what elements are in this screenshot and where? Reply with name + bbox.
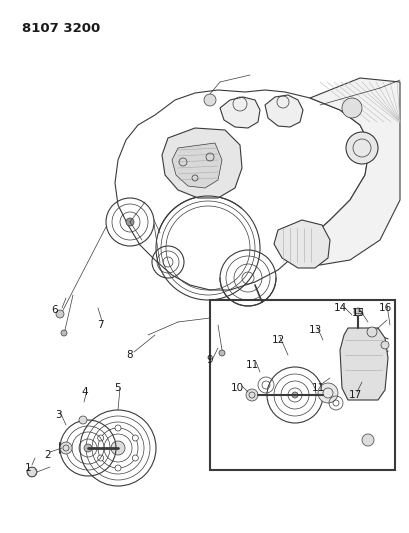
Text: 17: 17 [348,390,361,400]
Circle shape [115,465,121,471]
Bar [353,308,361,313]
Bar [209,300,394,470]
Circle shape [361,434,373,446]
Text: 3: 3 [54,410,61,420]
Text: 8107 3200: 8107 3200 [22,22,100,35]
Circle shape [317,383,337,403]
Circle shape [111,441,125,455]
Circle shape [27,467,37,477]
Text: 11: 11 [310,383,324,393]
Circle shape [291,392,297,398]
Text: 11: 11 [245,360,258,370]
Text: 16: 16 [378,303,391,313]
Polygon shape [172,143,221,188]
Circle shape [61,330,67,336]
Polygon shape [294,78,399,265]
Text: 13: 13 [308,325,321,335]
Text: 4: 4 [81,387,88,397]
Text: 6: 6 [52,305,58,315]
Polygon shape [220,97,259,128]
Polygon shape [264,95,302,127]
Circle shape [79,416,87,424]
Polygon shape [27,467,37,477]
Circle shape [204,94,216,106]
Circle shape [126,218,134,226]
Polygon shape [273,220,329,268]
Polygon shape [115,90,369,290]
Polygon shape [162,128,241,198]
Circle shape [97,435,103,441]
Circle shape [60,442,72,454]
Text: 14: 14 [333,303,346,313]
Circle shape [380,341,388,349]
Circle shape [345,132,377,164]
Circle shape [218,350,225,356]
Text: 5: 5 [115,383,121,393]
Circle shape [366,327,376,337]
Text: 10: 10 [230,383,243,393]
Text: 8: 8 [126,350,133,360]
Text: 9: 9 [206,355,213,365]
Text: 12: 12 [271,335,284,345]
Circle shape [341,98,361,118]
Circle shape [115,425,121,431]
Circle shape [245,389,257,401]
Text: 2: 2 [45,450,51,460]
Circle shape [353,308,361,316]
Circle shape [132,435,138,441]
Text: 1: 1 [25,463,31,473]
Circle shape [132,455,138,461]
Text: 15: 15 [351,308,364,318]
Circle shape [97,455,103,461]
Polygon shape [339,328,387,400]
Circle shape [56,310,64,318]
Circle shape [84,444,92,452]
Text: 7: 7 [97,320,103,330]
